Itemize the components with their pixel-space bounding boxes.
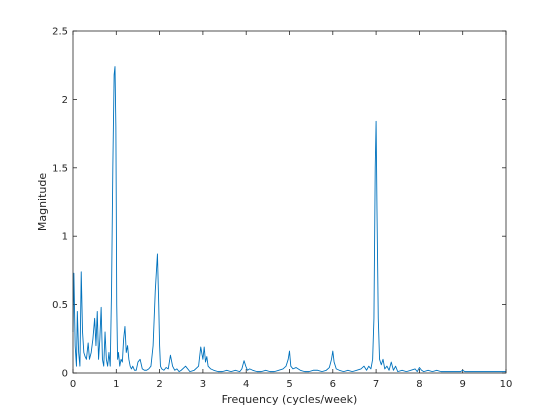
y-tick-label: 1.5 (52, 163, 68, 174)
axes-box (72, 30, 507, 374)
x-tick-label: 8 (416, 379, 422, 390)
x-tick-label: 4 (243, 379, 249, 390)
ticks-layer: 0 1 2 3 4 5 6 7 8 9 10 0 0.5 1 1.5 2 2.5 (52, 27, 512, 391)
x-tick-label: 7 (373, 379, 379, 390)
plot-area (73, 31, 506, 373)
x-tick-label: 1 (113, 379, 119, 390)
y-tick-label: 2.5 (52, 27, 68, 38)
x-tick-label: 2 (156, 379, 162, 390)
x-tick-label: 6 (330, 379, 336, 390)
x-tick-label: 10 (500, 379, 513, 390)
x-tick-label: 9 (460, 379, 466, 390)
y-tick-label: 1 (62, 232, 68, 243)
y-tick-label: 0.5 (52, 300, 68, 311)
x-axis-label: Frequency (cycles/week) (222, 393, 358, 406)
x-tick-label: 0 (70, 379, 76, 390)
y-tick-label: 0 (62, 369, 68, 380)
y-axis-label: Magnitude (36, 173, 49, 232)
x-tick-label: 5 (286, 379, 292, 390)
series-line (72, 66, 506, 373)
x-tick-label: 3 (200, 379, 206, 390)
y-tick-label: 2 (62, 95, 68, 106)
